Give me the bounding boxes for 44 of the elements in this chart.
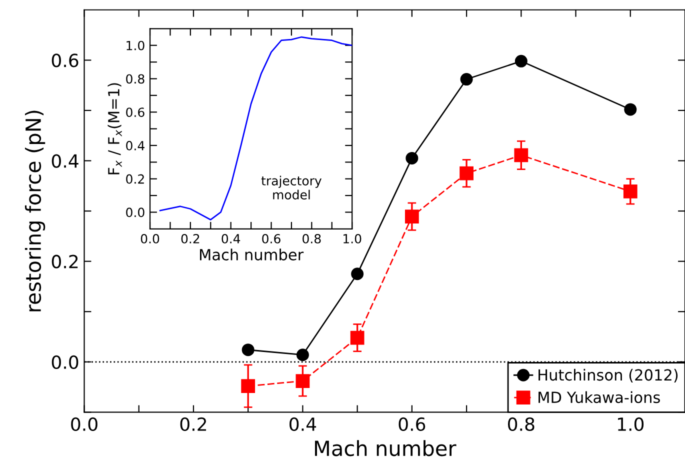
y-tick-label: 0.6 — [52, 54, 78, 68]
point — [296, 374, 310, 388]
point — [460, 73, 473, 86]
x-axis-title: Mach number — [200, 248, 304, 260]
point — [351, 268, 364, 280]
y-tick-label: 0.6 — [126, 108, 144, 118]
legend-label: Hutchinson (2012) — [538, 368, 678, 382]
y-axis-title: F$_{x}$ / F$_{x}$(M=1) — [108, 83, 122, 174]
point — [242, 344, 254, 356]
point — [404, 210, 419, 224]
y-tick-label: 0.2 — [126, 174, 144, 184]
x-tick-label: 0.2 — [180, 417, 206, 432]
point — [406, 152, 418, 164]
y-tick-label: 0.4 — [126, 140, 144, 150]
y-tick-label: 0.2 — [52, 254, 78, 268]
y-tick-label: 0.8 — [126, 74, 144, 84]
point — [623, 184, 638, 198]
y-tick-label: 0.0 — [126, 208, 144, 218]
point — [514, 148, 528, 162]
y-tick-label: 0.4 — [52, 154, 78, 168]
point — [241, 379, 256, 393]
point — [514, 54, 528, 68]
legend-label: MD Yukawa-ions — [538, 391, 660, 404]
line-series — [159, 36, 352, 220]
y-tick-label: 0.0 — [52, 355, 78, 370]
point — [350, 330, 364, 345]
x-tick-label: 0.8 — [302, 234, 321, 244]
x-tick-label: 0.2 — [181, 234, 200, 244]
annotation: trajectory model — [261, 176, 322, 200]
point — [460, 166, 474, 180]
y-tick-label: 1.0 — [126, 40, 144, 50]
point — [296, 348, 309, 362]
x-tick-label: 0.6 — [398, 417, 426, 432]
x-tick-label: 0.0 — [71, 417, 98, 432]
point — [624, 103, 637, 116]
x-tick-label: 1.0 — [344, 234, 362, 244]
x-tick-label: 0.4 — [222, 234, 240, 244]
x-axis-title: Mach number — [315, 440, 456, 456]
x-tick-label: 0.0 — [140, 234, 160, 244]
y-axis-title: restoring force (pN) — [24, 110, 46, 312]
x-tick-label: 0.8 — [508, 417, 534, 432]
x-tick-label: 0.4 — [290, 417, 316, 432]
x-tick-label: 0.6 — [262, 234, 280, 244]
x-tick-label: 1.0 — [618, 417, 644, 432]
